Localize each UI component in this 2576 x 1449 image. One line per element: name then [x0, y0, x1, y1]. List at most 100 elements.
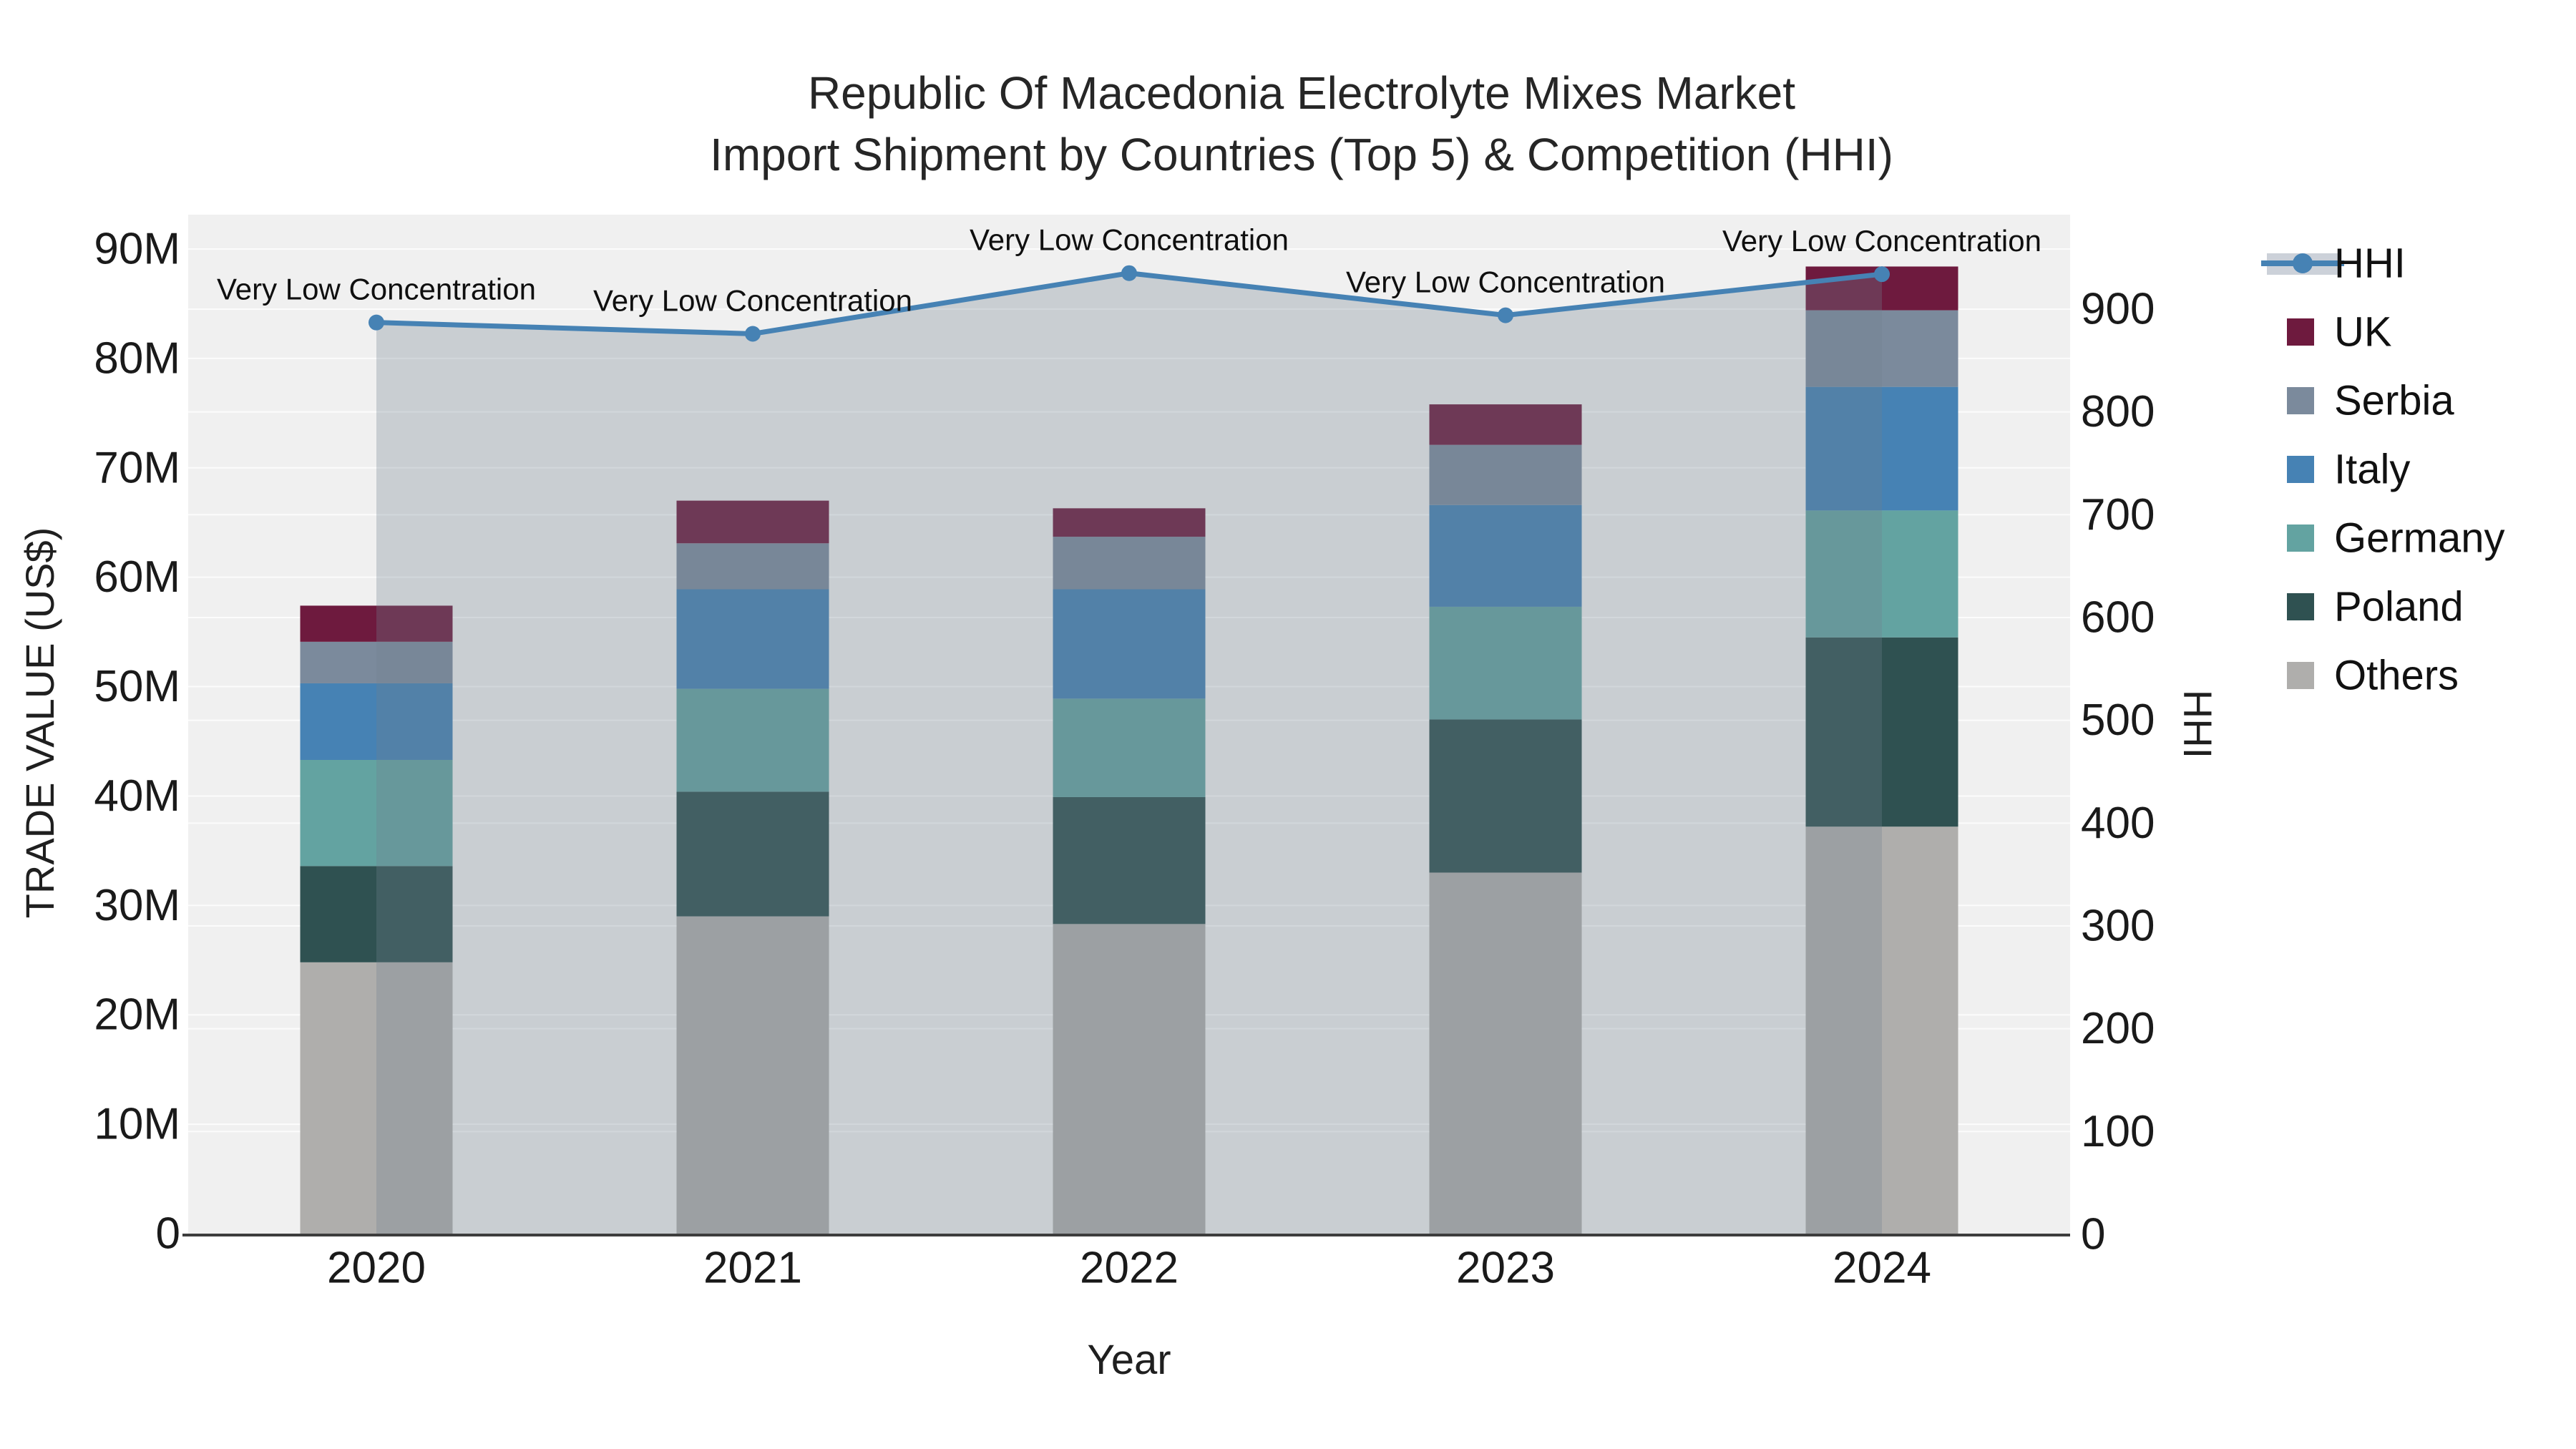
y-left-tick-90M: 90M	[94, 225, 180, 274]
bar-segment-italy-2022	[1053, 589, 1206, 699]
bar-segment-serbia-2020	[300, 641, 453, 683]
y-left-tick-60M: 60M	[94, 552, 180, 602]
bar-segment-germany-2024	[1805, 510, 1958, 638]
y-right-tick-labels: 0 100 200 300 400 500 600 700 800 900	[2081, 285, 2155, 1259]
legend-label-poland: Poland	[2334, 584, 2464, 630]
bar-segment-poland-2022	[1053, 796, 1206, 924]
y-left-tick-0: 0	[156, 1209, 180, 1259]
legend-item-serbia[interactable]: Serbia	[2287, 378, 2454, 424]
x-tick-2021: 2021	[703, 1244, 802, 1293]
bar-segment-germany-2021	[676, 688, 829, 792]
y-left-tick-40M: 40M	[94, 771, 180, 821]
x-tick-labels: 2020 2021 2022 2023 2024	[327, 1244, 1931, 1293]
bar-segment-germany-2022	[1053, 698, 1206, 797]
y-right-tick-600: 600	[2081, 593, 2155, 643]
legend-swatch-serbia-icon	[2287, 387, 2314, 414]
hhi-markers	[369, 265, 1890, 342]
stacked-bars	[300, 266, 1958, 1234]
annotation-2020: Very Low Concentration	[217, 273, 536, 306]
bar-segment-others-2022	[1053, 924, 1206, 1234]
x-tick-2020: 2020	[327, 1244, 426, 1293]
chart-title-line2: Import Shipment by Countries (Top 5) & C…	[710, 129, 1893, 180]
legend-label-germany: Germany	[2334, 515, 2505, 562]
y-left-tick-10M: 10M	[94, 1100, 180, 1149]
bar-segment-germany-2020	[300, 759, 453, 867]
y-right-tick-500: 500	[2081, 696, 2155, 745]
legend-item-germany[interactable]: Germany	[2287, 515, 2505, 562]
bar-segment-serbia-2023	[1429, 444, 1582, 505]
legend-swatch-poland-icon	[2287, 593, 2314, 620]
bar-segment-serbia-2022	[1053, 537, 1206, 590]
y-right-axis-title: HHI	[2175, 690, 2220, 758]
hhi-marker-2021	[745, 326, 761, 342]
bar-segment-italy-2023	[1429, 504, 1582, 607]
annotation-2023: Very Low Concentration	[1346, 265, 1665, 299]
legend-item-uk[interactable]: UK	[2287, 309, 2392, 356]
y-right-tick-0: 0	[2081, 1210, 2105, 1259]
bar-segment-uk-2022	[1053, 508, 1206, 537]
legend-swatch-italy-icon	[2287, 456, 2314, 483]
legend-label-uk: UK	[2334, 309, 2392, 356]
x-tick-2024: 2024	[1833, 1244, 1931, 1293]
y-left-tick-80M: 80M	[94, 333, 180, 383]
legend-label-hhi: HHI	[2334, 240, 2406, 287]
bar-segment-italy-2021	[676, 589, 829, 689]
bar-segment-others-2023	[1429, 872, 1582, 1234]
y-right-tick-400: 400	[2081, 799, 2155, 848]
hhi-marker-2020	[369, 314, 384, 331]
legend-label-others: Others	[2334, 653, 2459, 699]
y-left-tick-30M: 30M	[94, 881, 180, 930]
y-right-tick-300: 300	[2081, 902, 2155, 951]
bar-segment-others-2020	[300, 962, 453, 1234]
x-tick-2022: 2022	[1080, 1244, 1179, 1293]
bar-segment-poland-2023	[1429, 719, 1582, 873]
y-left-tick-20M: 20M	[94, 990, 180, 1040]
hhi-legend-marker-icon	[2293, 253, 2313, 273]
annotation-2021: Very Low Concentration	[593, 283, 912, 317]
y-right-tick-200: 200	[2081, 1004, 2155, 1053]
annotation-2024: Very Low Concentration	[1722, 224, 2041, 258]
bar-segment-poland-2020	[300, 866, 453, 962]
y-left-tick-50M: 50M	[94, 662, 180, 711]
bar-segment-italy-2024	[1805, 386, 1958, 511]
bar-segment-others-2021	[676, 916, 829, 1234]
bar-segment-poland-2024	[1805, 637, 1958, 827]
bar-segment-uk-2021	[676, 500, 829, 544]
bar-segment-uk-2020	[300, 605, 453, 642]
hhi-area-fill	[376, 273, 1882, 1234]
legend-swatch-germany-icon	[2287, 525, 2314, 552]
bar-segment-italy-2020	[300, 683, 453, 760]
bar-segment-serbia-2021	[676, 543, 829, 590]
y-left-axis-title: TRADE VALUE (US$)	[17, 527, 62, 919]
bar-segment-serbia-2024	[1805, 310, 1958, 387]
x-tick-2023: 2023	[1456, 1244, 1555, 1293]
hhi-marker-2023	[1498, 307, 1513, 323]
chart-title-line1: Republic Of Macedonia Electrolyte Mixes …	[808, 67, 1795, 119]
y-right-tick-800: 800	[2081, 387, 2155, 436]
annotation-2022: Very Low Concentration	[970, 223, 1289, 257]
legend-item-italy[interactable]: Italy	[2287, 447, 2410, 493]
legend-item-poland[interactable]: Poland	[2287, 584, 2464, 630]
y-left-tick-labels: 0 10M 20M 30M 40M 50M 60M 70M 80M 90M	[94, 225, 180, 1259]
bar-segment-poland-2021	[676, 791, 829, 917]
legend-swatch-others-icon	[2287, 662, 2314, 689]
annotations: Very Low Concentration Very Low Concentra…	[217, 223, 2041, 318]
y-left-tick-70M: 70M	[94, 443, 180, 492]
y-right-tick-900: 900	[2081, 285, 2155, 334]
legend-swatch-uk-icon	[2287, 318, 2314, 346]
bar-segment-germany-2023	[1429, 606, 1582, 720]
legend-label-serbia: Serbia	[2334, 378, 2454, 424]
legend-label-italy: Italy	[2334, 447, 2410, 493]
legend: HHI UK Serbia Italy Germany Poland Others	[2261, 240, 2505, 699]
legend-item-others[interactable]: Others	[2287, 653, 2459, 699]
y-right-tick-700: 700	[2081, 490, 2155, 540]
bar-segment-uk-2023	[1429, 404, 1582, 445]
legend-item-hhi[interactable]: HHI	[2261, 240, 2406, 287]
x-axis-title: Year	[1087, 1337, 1171, 1383]
hhi-marker-2024	[1874, 266, 1890, 283]
y-right-tick-100: 100	[2081, 1107, 2155, 1156]
hhi-marker-2022	[1121, 265, 1137, 281]
bar-segment-others-2024	[1805, 826, 1958, 1234]
